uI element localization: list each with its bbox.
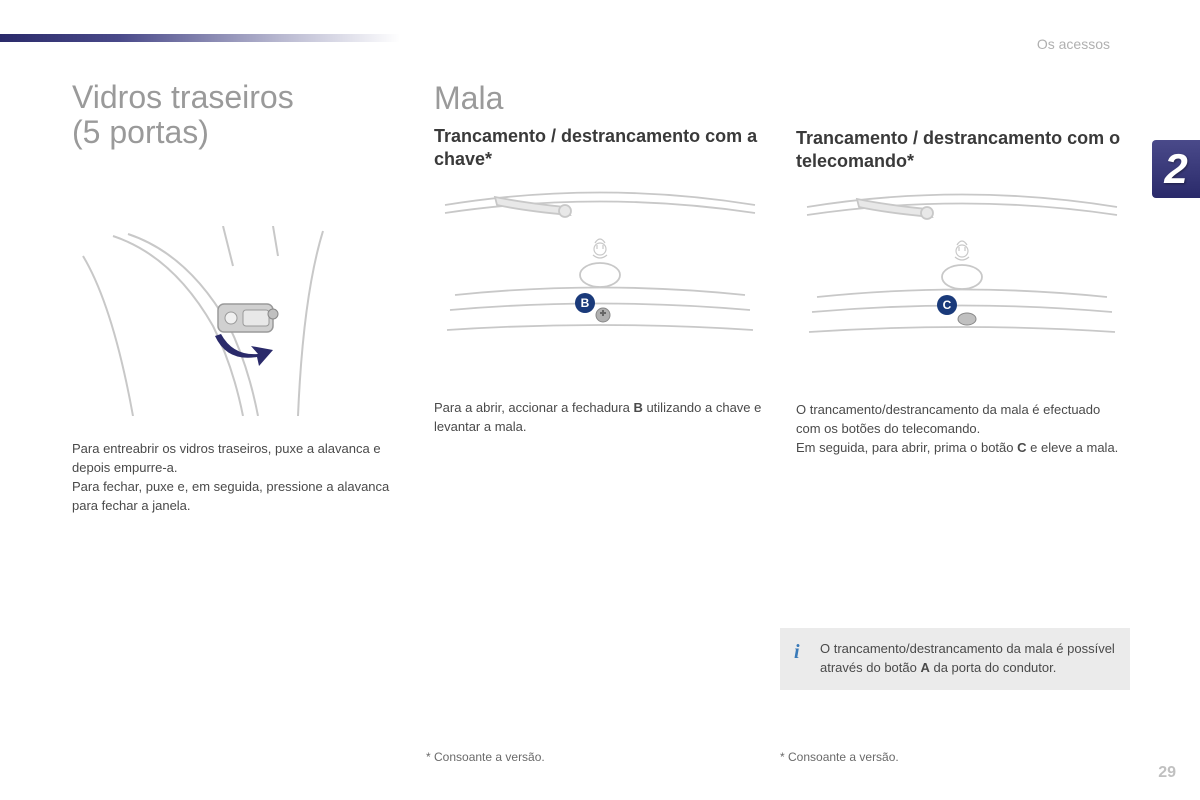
info-text-suffix: da porta do condutor. — [930, 660, 1056, 675]
subtitle-remote-lock: Trancamento / destrancamento com o telec… — [796, 127, 1128, 173]
diagram-rear-window-latch — [72, 226, 404, 416]
column-rear-windows: Vidros traseiros (5 portas) — [72, 80, 404, 516]
category-label: Os acessos — [1037, 36, 1110, 52]
title-line-1: Vidros traseiros — [72, 79, 294, 115]
footnote-col2: * Consoante a versão. — [426, 750, 545, 764]
column-boot-remote: Trancamento / destrancamento com o telec… — [796, 80, 1128, 516]
info-icon: i — [794, 638, 800, 667]
info-text-bold-a: A — [920, 660, 929, 675]
chapter-tab: 2 — [1152, 140, 1200, 198]
content-columns: Vidros traseiros (5 portas) — [72, 80, 1128, 516]
diagram-boot-remote: C — [796, 187, 1128, 377]
column-boot-key: Mala Trancamento / destrancamento com a … — [434, 80, 766, 516]
header-gradient-bar — [0, 34, 400, 42]
text-bold-c: C — [1017, 440, 1026, 455]
info-box: i O trancamento/destrancamento da mala é… — [780, 628, 1130, 690]
boot-remote-description: O trancamento/destrancamento da mala é e… — [796, 401, 1128, 458]
badge-b-label: B — [581, 296, 590, 310]
page-number: 29 — [1158, 764, 1176, 782]
footnote-col3: * Consoante a versão. — [780, 750, 899, 764]
section-title-boot: Mala — [434, 80, 766, 117]
section-title-rear-windows: Vidros traseiros (5 portas) — [72, 80, 404, 150]
text-part: e eleve a mala. — [1027, 440, 1119, 455]
diagram-boot-key: B — [434, 185, 766, 375]
title-line-2: (5 portas) — [72, 114, 209, 150]
rear-window-description: Para entreabrir os vidros traseiros, pux… — [72, 440, 404, 515]
subtitle-key-lock: Trancamento / destrancamento com a chave… — [434, 125, 766, 171]
text-bold-b: B — [633, 400, 642, 415]
boot-key-description: Para a abrir, accionar a fechadura B uti… — [434, 399, 766, 437]
text-part: Para a abrir, accionar a fechadura — [434, 400, 633, 415]
badge-c-label: C — [943, 298, 952, 312]
